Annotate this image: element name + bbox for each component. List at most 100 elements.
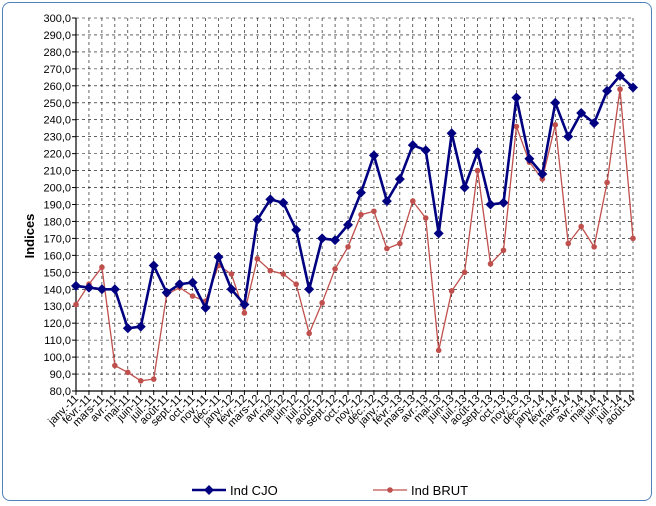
y-tick-label: 110,0 — [44, 335, 71, 347]
data-point — [552, 122, 559, 128]
data-point — [420, 145, 431, 156]
chart-frame — [2, 2, 652, 501]
data-point — [161, 287, 172, 298]
y-tick-label: 80,0 — [50, 386, 71, 398]
data-point — [96, 284, 107, 295]
y-tick-label: 170,0 — [43, 233, 71, 245]
data-point — [524, 153, 535, 164]
legend-marker — [387, 487, 393, 493]
data-point — [213, 252, 224, 263]
data-point — [358, 211, 364, 218]
data-point — [306, 330, 312, 337]
y-tick-label: 300,0 — [43, 13, 71, 25]
data-point — [125, 369, 131, 376]
x-axis: janv.-11févr.-11mars-11avr.-11mai-11juin… — [45, 390, 638, 430]
data-point — [498, 197, 509, 208]
data-point — [239, 299, 250, 310]
data-point — [615, 70, 626, 81]
data-point — [446, 128, 457, 139]
data-point — [280, 271, 287, 277]
legend-marker — [204, 485, 214, 495]
data-point — [71, 280, 81, 291]
data-point — [371, 208, 377, 215]
data-point — [578, 223, 584, 230]
data-point — [200, 302, 211, 313]
data-point — [459, 182, 470, 193]
data-point — [604, 179, 610, 186]
data-point — [485, 199, 496, 210]
y-tick-label: 230,0 — [43, 132, 71, 144]
data-point — [148, 260, 159, 271]
data-point — [99, 264, 105, 271]
legend-label: Ind BRUT — [411, 483, 468, 498]
data-point — [355, 187, 366, 198]
y-tick-label: 210,0 — [43, 166, 71, 178]
y-tick-label: 150,0 — [43, 267, 71, 279]
data-point — [433, 228, 444, 239]
y-tick-label: 280,0 — [43, 47, 71, 59]
y-tick-label: 140,0 — [43, 284, 71, 296]
y-tick-label: 200,0 — [43, 183, 71, 195]
data-point — [384, 245, 390, 252]
data-point — [500, 247, 507, 254]
data-point — [278, 197, 289, 208]
data-point — [409, 198, 416, 204]
plot-lines — [71, 70, 638, 384]
data-point — [394, 174, 405, 185]
data-point — [267, 267, 274, 274]
y-tick-label: 180,0 — [43, 216, 71, 228]
data-point — [602, 85, 613, 96]
data-point — [189, 293, 196, 299]
data-point — [550, 97, 561, 108]
data-point — [137, 378, 144, 384]
data-point — [422, 215, 429, 221]
data-point — [474, 167, 481, 174]
data-point — [565, 240, 572, 247]
y-tick-label: 120,0 — [43, 318, 71, 330]
data-point — [241, 310, 248, 316]
legend-item-ind-brut: Ind BRUT — [373, 483, 468, 498]
data-point — [461, 269, 468, 276]
data-point — [539, 176, 546, 182]
data-point — [511, 92, 522, 103]
data-point — [330, 235, 341, 246]
legend-label: Ind CJO — [230, 483, 278, 498]
y-tick-label: 260,0 — [43, 81, 71, 93]
data-point — [591, 244, 597, 250]
y-tick-label: 100,0 — [43, 352, 71, 364]
y-tick-label: 90,0 — [50, 369, 71, 381]
y-tick-label: 240,0 — [43, 115, 71, 127]
data-point — [537, 168, 548, 179]
data-point — [150, 376, 157, 382]
data-point — [226, 284, 237, 295]
y-tick-label: 270,0 — [43, 64, 71, 76]
data-point — [381, 196, 392, 207]
data-point — [628, 82, 638, 93]
data-point — [73, 301, 79, 308]
data-point — [265, 194, 276, 205]
data-point — [135, 321, 146, 332]
data-point — [319, 300, 325, 306]
data-point — [252, 214, 263, 225]
data-point — [407, 140, 418, 151]
data-point — [487, 261, 494, 267]
data-point — [187, 277, 198, 288]
data-point — [332, 266, 338, 272]
y-tick-label: 290,0 — [43, 30, 71, 42]
data-point — [368, 150, 379, 161]
data-point — [174, 279, 185, 290]
data-point — [291, 224, 302, 235]
y-tick-label: 160,0 — [43, 250, 71, 262]
data-point — [435, 347, 442, 354]
data-point — [513, 123, 520, 130]
y-tick-label: 250,0 — [43, 98, 71, 110]
series-line — [75, 73, 634, 330]
data-point — [563, 131, 574, 142]
data-point — [345, 244, 351, 250]
data-point — [109, 284, 120, 295]
legend: Ind CJO Ind BRUT — [192, 483, 468, 498]
data-point — [397, 240, 403, 247]
y-axis: 300,0 290,0 280,0 270,0 260,0 250,0 240,0 230,0… — [43, 13, 77, 398]
data-point — [122, 323, 133, 334]
